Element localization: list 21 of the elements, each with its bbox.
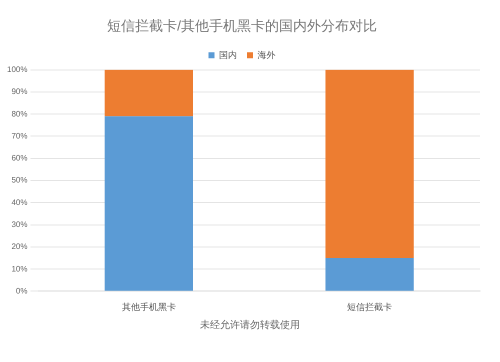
y-tick-label: 80% — [11, 109, 28, 118]
legend-label: 国内 — [219, 50, 237, 60]
x-tick-label: 短信拦截卡 — [347, 302, 392, 312]
chart-title: 短信拦截卡/其他手机黑卡的国内外分布对比 — [107, 17, 377, 34]
y-tick-label: 20% — [11, 242, 28, 252]
bar — [325, 258, 414, 291]
y-tick-label: 50% — [11, 176, 28, 185]
y-tick-label: 10% — [11, 264, 28, 274]
legend-label: 海外 — [258, 50, 276, 60]
bar — [325, 70, 414, 258]
bar — [104, 116, 193, 291]
y-tick-label: 70% — [11, 131, 28, 140]
y-tick-label: 40% — [11, 198, 28, 207]
y-tick-label: 60% — [11, 154, 28, 163]
x-tick-label: 其他手机黑卡 — [122, 302, 176, 312]
y-tick-label: 30% — [11, 220, 28, 229]
y-tick-label: 90% — [11, 87, 28, 96]
y-tick-label: 100% — [6, 65, 28, 74]
y-tick-label: 0% — [16, 286, 28, 296]
bar — [104, 70, 193, 116]
text: 未经允许请勿转载使用 — [200, 318, 300, 332]
